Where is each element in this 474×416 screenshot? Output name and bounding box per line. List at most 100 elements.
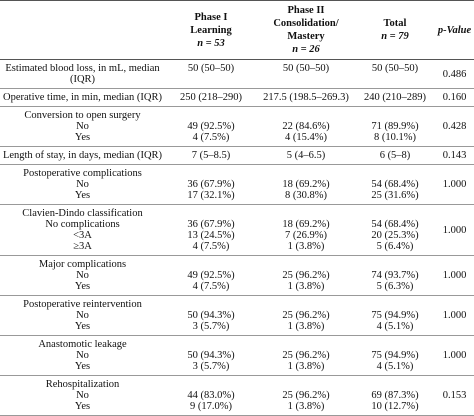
row-sublabel: <3A	[73, 230, 92, 241]
header-cell: Phase I Learning n = 53	[165, 0, 257, 60]
value: 71 (89.9%)	[371, 121, 419, 132]
table-row: Operative time, in min, median (IQR) 250 …	[0, 88, 474, 107]
value: 6 (5–8)	[379, 150, 411, 161]
spacer	[356, 110, 434, 121]
value-cell: 50 (50–50)	[257, 59, 355, 89]
value: 7 (5–8.5)	[191, 150, 231, 161]
value: 25 (96.2%)	[282, 350, 330, 361]
row-label-cell: Postoperative complications No Yes	[0, 164, 165, 205]
value: 75 (94.9%)	[371, 310, 419, 321]
value: 4 (7.5%)	[192, 281, 230, 292]
value: 4 (7.5%)	[192, 241, 230, 252]
value-cell: 75 (94.9%) 4 (5.1%)	[355, 335, 435, 376]
value-cell: 50 (94.3%) 3 (5.7%)	[165, 295, 257, 336]
value: 4 (5.1%)	[376, 361, 414, 372]
value-cell: 25 (96.2%) 1 (3.8%)	[257, 255, 355, 296]
spacer	[166, 110, 256, 121]
header-line: Phase I	[194, 11, 228, 23]
p-value-cell: 0.143	[435, 146, 474, 165]
value-cell: 18 (69.2%) 8 (30.8%)	[257, 164, 355, 205]
value: 50 (50–50)	[282, 63, 330, 74]
row-sublabel: No	[76, 121, 89, 132]
p-value: 1.000	[442, 270, 467, 281]
table-row: Conversion to open surgery No Yes 49 (92.5%…	[0, 106, 474, 147]
header-line: Consolidation/	[273, 18, 339, 29]
row-label-cell: Estimated blood loss, in mL, median (IQR…	[0, 59, 165, 89]
p-value: 0.160	[442, 92, 467, 103]
value-cell: 25 (96.2%) 1 (3.8%)	[257, 295, 355, 336]
table-body: Estimated blood loss, in mL, median (IQR…	[0, 59, 474, 416]
value: 1 (3.8%)	[287, 241, 325, 252]
spacer	[258, 208, 354, 219]
value: 17 (32.1%)	[187, 190, 235, 201]
row-sublabel: No	[76, 350, 89, 361]
p-value: 1.000	[442, 224, 467, 236]
p-value-cell: 0.160	[435, 88, 474, 107]
value: 74 (93.7%)	[371, 270, 419, 281]
p-value: 1.000	[442, 179, 467, 190]
row-label: Clavien-Dindo classification	[22, 208, 143, 219]
row-sublabel: Yes	[74, 281, 91, 292]
spacer	[258, 259, 354, 270]
spacer	[356, 379, 434, 390]
value: 75 (94.9%)	[371, 350, 419, 361]
p-value-cell: 0.428	[435, 106, 474, 147]
value-cell: 50 (50–50)	[165, 59, 257, 89]
value: 69 (87.3%)	[371, 390, 419, 401]
header-line: Total	[383, 18, 407, 29]
value: 18 (69.2%)	[282, 219, 330, 230]
row-label-cell: Major complications No Yes	[0, 255, 165, 296]
header-cell: Phase II Consolidation/Mastery n = 26	[257, 0, 355, 60]
value-cell: 36 (67.9%) 13 (24.5%) 4 (7.5%)	[165, 204, 257, 256]
value: 36 (67.9%)	[187, 219, 235, 230]
value-cell: 49 (92.5%) 4 (7.5%)	[165, 255, 257, 296]
spacer	[166, 299, 256, 310]
value: 1 (3.8%)	[287, 321, 325, 332]
value: 1 (3.8%)	[287, 361, 325, 372]
value: 1 (3.8%)	[287, 281, 325, 292]
row-sublabel: Yes	[74, 361, 91, 372]
spacer	[166, 208, 256, 219]
row-label-cell: Length of stay, in days, median (IQR)	[0, 146, 165, 165]
value: 50 (50–50)	[371, 63, 419, 74]
spacer	[356, 208, 434, 219]
value: 9 (17.0%)	[190, 401, 232, 412]
row-label-cell: Conversion to open surgery No Yes	[0, 106, 165, 147]
table-row: Rehospitalization No Yes 44 (83.0%) 9 (17.0%…	[0, 375, 474, 416]
value: 4 (7.5%)	[192, 132, 230, 143]
row-label: Conversion to open surgery	[24, 110, 141, 121]
header-row: Phase I Learning n = 53 Phase II Consolidati…	[0, 0, 474, 60]
spacer	[258, 168, 354, 179]
spacer	[258, 299, 354, 310]
spacer	[258, 110, 354, 121]
value: 54 (68.4%)	[371, 219, 419, 230]
value: 3 (5.7%)	[192, 361, 230, 372]
header-line: Learning	[190, 24, 232, 36]
row-sublabel: Yes	[74, 401, 91, 412]
row-sublabel: No complications	[45, 219, 120, 230]
table-row: Length of stay, in days, median (IQR) 7 (…	[0, 146, 474, 165]
value: 25 (31.6%)	[371, 190, 419, 201]
value: 240 (210–289)	[363, 92, 427, 103]
value: 3 (5.7%)	[192, 321, 230, 332]
header-p-value: p-Value	[437, 24, 472, 36]
row-sublabel: No	[76, 179, 89, 190]
p-value-cell: 1.000	[435, 164, 474, 205]
spacer	[258, 339, 354, 350]
p-value-cell: 0.486	[435, 59, 474, 89]
value-cell: 5 (4–6.5)	[257, 146, 355, 165]
row-sublabel: No	[76, 390, 89, 401]
table-row: Major complications No Yes 49 (92.5%) 4 (7.5…	[0, 255, 474, 296]
spacer	[356, 339, 434, 350]
row-label: Postoperative complications	[23, 168, 142, 179]
value: 49 (92.5%)	[187, 270, 235, 281]
value-cell: 49 (92.5%) 4 (7.5%)	[165, 106, 257, 147]
value: 44 (83.0%)	[187, 390, 235, 401]
table-row: Clavien-Dindo classification No complicat…	[0, 204, 474, 256]
row-label: Estimated blood loss, in mL, median (IQR…	[5, 63, 160, 85]
value: 5 (4–6.5)	[286, 150, 326, 161]
row-sublabel: Yes	[74, 132, 91, 143]
p-value-cell: 1.000	[435, 204, 474, 256]
